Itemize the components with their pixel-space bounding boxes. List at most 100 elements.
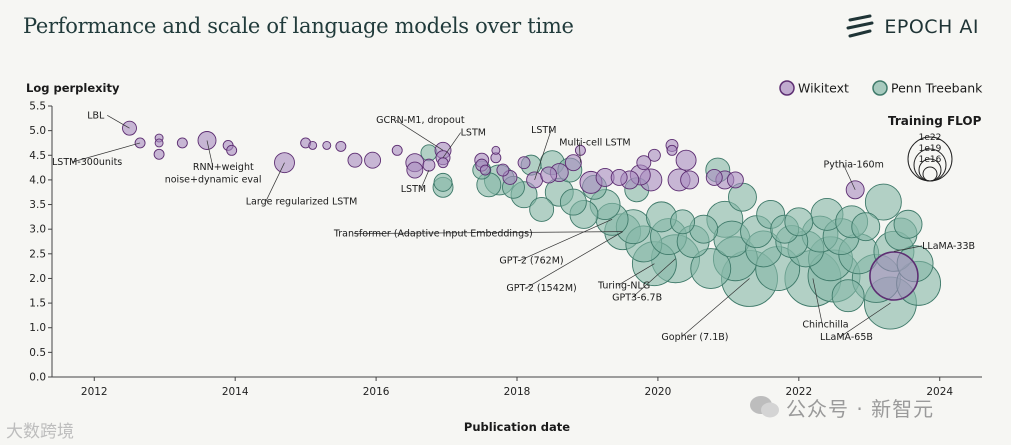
annotation-leader [839, 302, 891, 338]
wikitext-point [647, 148, 661, 162]
wikitext-point [391, 144, 403, 156]
ptb-point [690, 248, 732, 290]
y-tick-label: 0.0 [29, 372, 46, 384]
annotation-label: GCRN-M1, dropout [376, 115, 465, 126]
annotation-label: Multi-cell LSTM [559, 137, 630, 148]
annotation-leader [893, 245, 923, 252]
wikitext-point [540, 166, 558, 184]
annotation-leader [617, 263, 655, 286]
ptb-point [851, 212, 881, 242]
legend-label-ptb: Penn Treebank [891, 81, 983, 96]
annotation-label: LBL [87, 110, 105, 121]
ptb-point [784, 207, 814, 237]
size-legend-label: 1e19 [919, 144, 942, 154]
brand-name: EPOCH AI [884, 16, 979, 38]
size-legend-circle [922, 166, 938, 182]
annotation-label: Pythia-160m [823, 160, 883, 171]
ptb-point [831, 279, 865, 313]
wikitext-point [176, 137, 188, 149]
x-tick-label: 2020 [645, 386, 672, 398]
annotation-label: Transformer (Adaptive Input Embeddings) [333, 229, 533, 240]
watermark-left: 大数跨境 [6, 422, 74, 442]
size-legend-title: Training FLOP [888, 114, 982, 128]
wikitext-point [335, 140, 347, 152]
annotation-leader [578, 142, 581, 163]
annotation-label: GPT-2 (762M) [499, 256, 563, 267]
wikitext-point [364, 151, 382, 169]
legend-swatch-ptb [872, 80, 888, 96]
x-tick-label: 2016 [363, 386, 390, 398]
legend-label-wikitext: Wikitext [798, 81, 849, 96]
annotation-label: LSTM [531, 125, 556, 136]
annotation-leader [442, 132, 461, 158]
annotation-label: LSTM-300units [52, 157, 122, 168]
x-tick-label: 2022 [785, 386, 812, 398]
annotation-label: Chinchilla [802, 320, 848, 331]
wikitext-point [564, 154, 582, 172]
ptb-point [559, 188, 587, 216]
annotation-leader [420, 169, 430, 190]
annotation-label: RNN+weight [193, 162, 254, 173]
annotation-leader [681, 278, 750, 338]
annotation-leader [71, 142, 141, 163]
annotation-leader [107, 115, 130, 129]
y-tick-label: 5.5 [29, 101, 46, 113]
wikitext-point [322, 140, 332, 150]
wikitext-point [666, 144, 678, 156]
ptb-point [529, 197, 555, 222]
wikitext-point [122, 120, 137, 136]
wikitext-point [675, 149, 697, 171]
annotation-label: noise+dynamic eval [165, 174, 262, 185]
brand-logo-group: EPOCH AI [846, 14, 979, 40]
annotation-leader [519, 219, 613, 261]
wikitext-point [153, 148, 165, 160]
y-tick-label: 3.5 [29, 199, 46, 211]
wikitext-series [122, 120, 919, 301]
annotation-leader [353, 231, 623, 234]
wikitext-point [406, 161, 424, 179]
y-tick-label: 2.5 [29, 248, 46, 260]
annotation-leader [265, 162, 285, 202]
wikitext-point [705, 168, 723, 186]
annotation-label: LLaMA-65B [820, 332, 873, 343]
annotation-leader [631, 258, 676, 298]
watermark-right: 公众号 · 新智元 [786, 397, 935, 421]
wikitext-point [308, 140, 318, 150]
annotation-leader [812, 278, 823, 325]
x-tick-label: 2024 [926, 386, 953, 398]
annotation-label: Turing-NLG [597, 280, 650, 291]
ptb-point [420, 144, 438, 162]
annotation-leader [526, 231, 623, 289]
annotation-label: Gopher (7.1B) [661, 332, 728, 343]
annotation-leader [206, 140, 214, 168]
chart-title: Performance and scale of language models… [23, 14, 574, 38]
wechat-icon [750, 396, 779, 418]
size-legend-label: 1e16 [919, 155, 942, 165]
y-tick-label: 3.0 [29, 224, 46, 236]
annotation-label: GPT-2 (1542M) [506, 283, 576, 294]
ptb-point [670, 209, 696, 235]
legend-group: Wikitext Penn Treebank [779, 80, 983, 96]
annotation-label: LSTM [461, 128, 486, 139]
axes-group: 0.0 0.5 1.0 1.5 2.0 2.5 3.0 3.5 4.0 4.5 5.0 5.5 2012… [26, 81, 982, 434]
y-axis-label: Log perplexity [26, 81, 120, 95]
ptb-point [893, 209, 923, 239]
y-tick-label: 0.5 [29, 347, 46, 359]
ptb-point [433, 172, 453, 192]
y-tick-label: 4.0 [29, 174, 46, 186]
y-tick-label: 1.5 [29, 298, 46, 310]
wikitext-point [574, 144, 586, 156]
wikitext-point [226, 144, 238, 156]
annotation-leader [534, 129, 552, 181]
wikitext-point [437, 157, 449, 169]
epoch-logo-icon [846, 14, 874, 38]
y-tick-label: 4.5 [29, 150, 46, 162]
wikitext-point [610, 168, 628, 186]
annotation-leader [843, 164, 856, 190]
wikitext-point [517, 156, 531, 170]
annotations-group: LBL LSTM-300units RNN+weightnoise+dynamic … [52, 110, 975, 343]
size-legend-label: 1e22 [919, 133, 942, 143]
wikitext-point [154, 138, 164, 148]
